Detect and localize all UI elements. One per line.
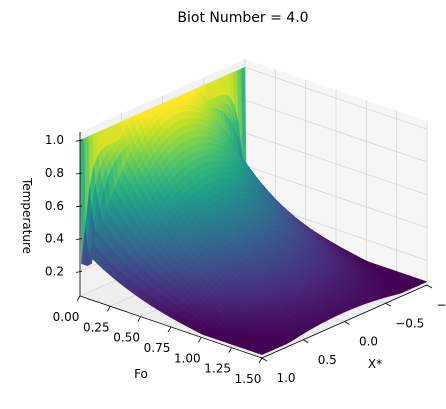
z-tick-mark [75,238,83,240]
x-tick-label: 1.0 [276,371,295,385]
x-tick-mark [426,284,433,289]
fo-tick-mark [106,306,111,312]
z-tick-mark [75,205,83,208]
fo-tick-label: 1.25 [204,362,231,376]
x-tick-label: −1.0 [436,298,446,312]
z-tick-label: 0.8 [45,166,64,180]
z-tick-mark [75,271,83,273]
fo-tick-label: 0.75 [144,341,171,355]
x-tick-mark [261,357,268,362]
z-tick-label: 0.6 [45,199,64,213]
fo-tick-label: 0.25 [83,320,110,334]
fo-axis-label: Fo [134,367,148,381]
x-tick-mark [303,339,309,344]
x-tick-mark [385,302,391,307]
fo-tick-label: 1.00 [174,351,201,365]
z-tick-label: 0.4 [45,232,64,246]
z-tick-mark [75,172,83,175]
x-tick-label: 0.5 [318,353,337,367]
x-axis-label: X* [368,357,382,371]
fo-tick-mark [167,326,172,333]
surface-facet [257,351,267,355]
z-tick-mark [75,139,83,142]
tick-labels: 0.2 0.4 0.6 0.8 1.0 0.000.250.50 0.751.001.25 1… [45,133,446,386]
z-tick-label: 0.2 [45,264,64,278]
x-tick-label: 0.0 [359,335,378,349]
fo-tick-label: 1.50 [235,372,262,386]
fo-tick-label: 0.50 [113,331,140,345]
temperature-axis-label: Temperature [20,177,34,254]
z-tick-label: 1.0 [45,133,64,147]
chart-title: Biot Number = 4.0 [177,10,308,26]
fo-tick-mark [228,347,233,353]
x-tick-mark [344,321,350,325]
surface-mesh [79,66,428,355]
fo-tick-mark [137,316,142,322]
fo-tick-label: 0.00 [53,310,80,324]
fo-tick-mark [76,295,81,302]
x-tick-label: −0.5 [395,316,424,330]
fo-tick-mark [258,357,263,364]
fo-tick-mark [197,337,202,343]
